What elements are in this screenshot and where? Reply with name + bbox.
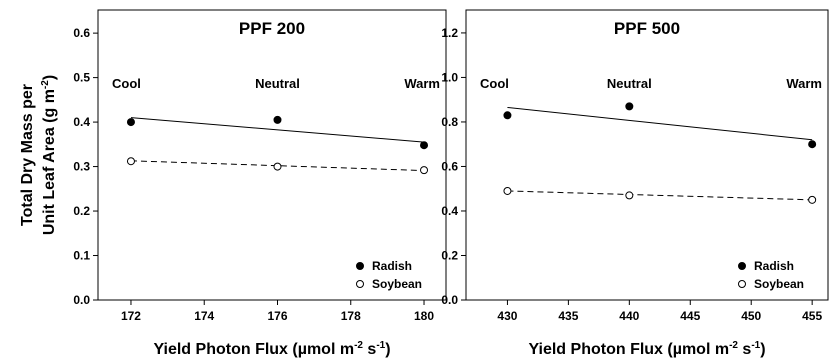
data-point	[503, 111, 512, 120]
y-tick-label: 0.4	[73, 115, 90, 129]
trend-line	[507, 106, 813, 141]
plot-frame	[465, 9, 829, 301]
data-point	[503, 186, 512, 195]
legend-marker	[356, 262, 364, 270]
x-tick-label: 180	[414, 309, 434, 323]
trend-line	[507, 190, 813, 201]
y-tick-label: 0.2	[73, 204, 90, 218]
y-axis-label: Total Dry Mass per	[19, 84, 36, 226]
data-point	[126, 157, 135, 166]
condition-label: Warm	[404, 76, 440, 91]
y-tick-label: 0.6	[441, 159, 458, 173]
condition-label: Cool	[480, 76, 509, 91]
data-point	[625, 102, 634, 111]
label-part: Yield Photon Flux (µmol m	[528, 341, 729, 358]
superscript: -2	[729, 340, 738, 351]
label-part: )	[385, 341, 390, 358]
superscript: -1	[376, 340, 385, 351]
panel-title: PPF 200	[239, 19, 305, 38]
label-part: )	[41, 75, 58, 80]
y-tick-label: 0.2	[441, 248, 458, 262]
y-tick-label: 0.1	[73, 249, 90, 263]
x-tick-label: 435	[558, 309, 578, 323]
x-tick-label: 430	[497, 309, 517, 323]
label-part: Total Dry Mass per	[19, 84, 36, 226]
x-tick-label: 178	[341, 309, 361, 323]
panel: 0.0 0.1 0.2 0.3 0.4 0.5 0.6 172 174 176 178 180 PPF …	[73, 9, 447, 358]
label-part: Unit Leaf Area (g m	[41, 89, 58, 235]
data-point	[808, 140, 817, 149]
y-tick-label: 0.5	[73, 71, 90, 85]
y-tick-label: 0.3	[73, 160, 90, 174]
x-tick-label: 172	[121, 309, 141, 323]
data-point	[420, 141, 429, 150]
label-part: Yield Photon Flux (µmol m	[153, 341, 354, 358]
condition-label: Warm	[786, 76, 822, 91]
legend-label: Soybean	[372, 277, 422, 291]
y-tick-label: 1.0	[441, 70, 458, 84]
label-part: )	[760, 341, 765, 358]
x-axis-label: Yield Photon Flux (µmol m-2 s-1)	[153, 340, 390, 358]
condition-label: Neutral	[607, 76, 652, 91]
legend-label: Radish	[754, 259, 794, 273]
legend-marker	[356, 280, 364, 288]
y-tick-label: 0.4	[441, 204, 458, 218]
x-tick-label: 176	[267, 309, 287, 323]
data-point	[273, 162, 282, 171]
superscript: -2	[354, 340, 363, 351]
y-tick-label: 0.6	[73, 26, 90, 40]
label-part: s	[363, 341, 376, 358]
y-tick-label: 0.0	[441, 293, 458, 307]
data-point	[625, 191, 634, 200]
panel-title: PPF 500	[614, 19, 680, 38]
legend-marker	[738, 280, 746, 288]
legend-label: Radish	[372, 259, 412, 273]
y-tick-label: 0.8	[441, 115, 458, 129]
panel: 0.0 0.2 0.4 0.6 0.8 1.0 1.2 430 435 440 445 450 455 P…	[441, 9, 829, 358]
data-point	[808, 195, 817, 204]
data-point	[273, 115, 282, 124]
y-tick-label: 0.0	[73, 293, 90, 307]
data-point	[126, 118, 135, 127]
condition-label: Cool	[112, 76, 141, 91]
plot-frame	[97, 9, 447, 301]
x-tick-label: 445	[680, 309, 700, 323]
y-tick-label: 1.2	[441, 26, 458, 40]
condition-label: Neutral	[255, 76, 300, 91]
x-axis-label: Yield Photon Flux (µmol m-2 s-1)	[528, 340, 765, 358]
trend-line	[130, 160, 425, 172]
legend-label: Soybean	[754, 277, 804, 291]
x-tick-label: 174	[194, 309, 214, 323]
trend-line	[130, 117, 425, 143]
superscript: -1	[751, 340, 760, 351]
x-tick-label: 455	[802, 309, 822, 323]
x-tick-label: 450	[741, 309, 761, 323]
legend-marker	[738, 262, 746, 270]
x-tick-label: 440	[619, 309, 639, 323]
y-axis-label: Unit Leaf Area (g m-2)	[40, 75, 58, 235]
data-point	[420, 166, 429, 175]
label-part: s	[738, 341, 751, 358]
superscript: -2	[40, 80, 51, 89]
